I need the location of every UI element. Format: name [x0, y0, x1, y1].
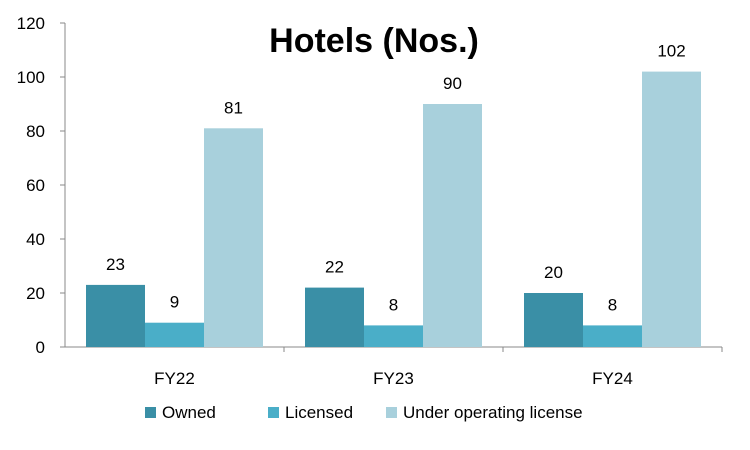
chart-title: Hotels (Nos.) [269, 22, 479, 60]
bar-under-operating-license-fy22 [204, 128, 263, 347]
data-label: 20 [544, 263, 563, 282]
legend-swatch [145, 407, 156, 418]
bar-licensed-fy23 [364, 325, 423, 347]
x-tick-label: FY22 [154, 369, 195, 388]
data-label: 9 [170, 293, 179, 312]
data-label: 102 [657, 42, 685, 61]
y-tick-label: 20 [26, 284, 45, 303]
bar-licensed-fy22 [145, 322, 204, 347]
legend-swatch [268, 407, 279, 418]
data-label: 81 [224, 98, 243, 117]
axes: 0 20 40 60 80 100 120 FY22 FY23 FY24 [17, 14, 723, 388]
y-tick-label: 100 [17, 68, 45, 87]
legend-label: Licensed [285, 403, 353, 422]
data-label: 23 [106, 255, 125, 274]
data-label: 90 [443, 74, 462, 93]
bar-under-operating-license-fy23 [423, 104, 482, 347]
legend-label: Owned [162, 403, 216, 422]
x-tick-label: FY23 [373, 369, 414, 388]
bar-owned-fy23 [305, 287, 364, 347]
bar-under-operating-license-fy24 [642, 71, 701, 347]
y-tick-label: 120 [17, 14, 45, 33]
legend-label: Under operating license [403, 403, 583, 422]
data-labels: 23 9 81 22 8 90 20 8 102 [106, 42, 686, 315]
bar-licensed-fy24 [583, 325, 642, 347]
bar-owned-fy22 [86, 284, 145, 347]
y-tick-label: 60 [26, 176, 45, 195]
y-tick-label: 80 [26, 122, 45, 141]
bar-owned-fy24 [524, 293, 583, 347]
data-label: 8 [389, 295, 398, 314]
data-label: 22 [325, 258, 344, 277]
data-label: 8 [608, 295, 617, 314]
x-tick-label: FY24 [592, 369, 633, 388]
legend-swatch [386, 407, 397, 418]
bars [86, 71, 701, 347]
legend: Owned Licensed Under operating license [145, 403, 583, 422]
y-tick-label: 40 [26, 230, 45, 249]
y-tick-label: 0 [36, 338, 45, 357]
